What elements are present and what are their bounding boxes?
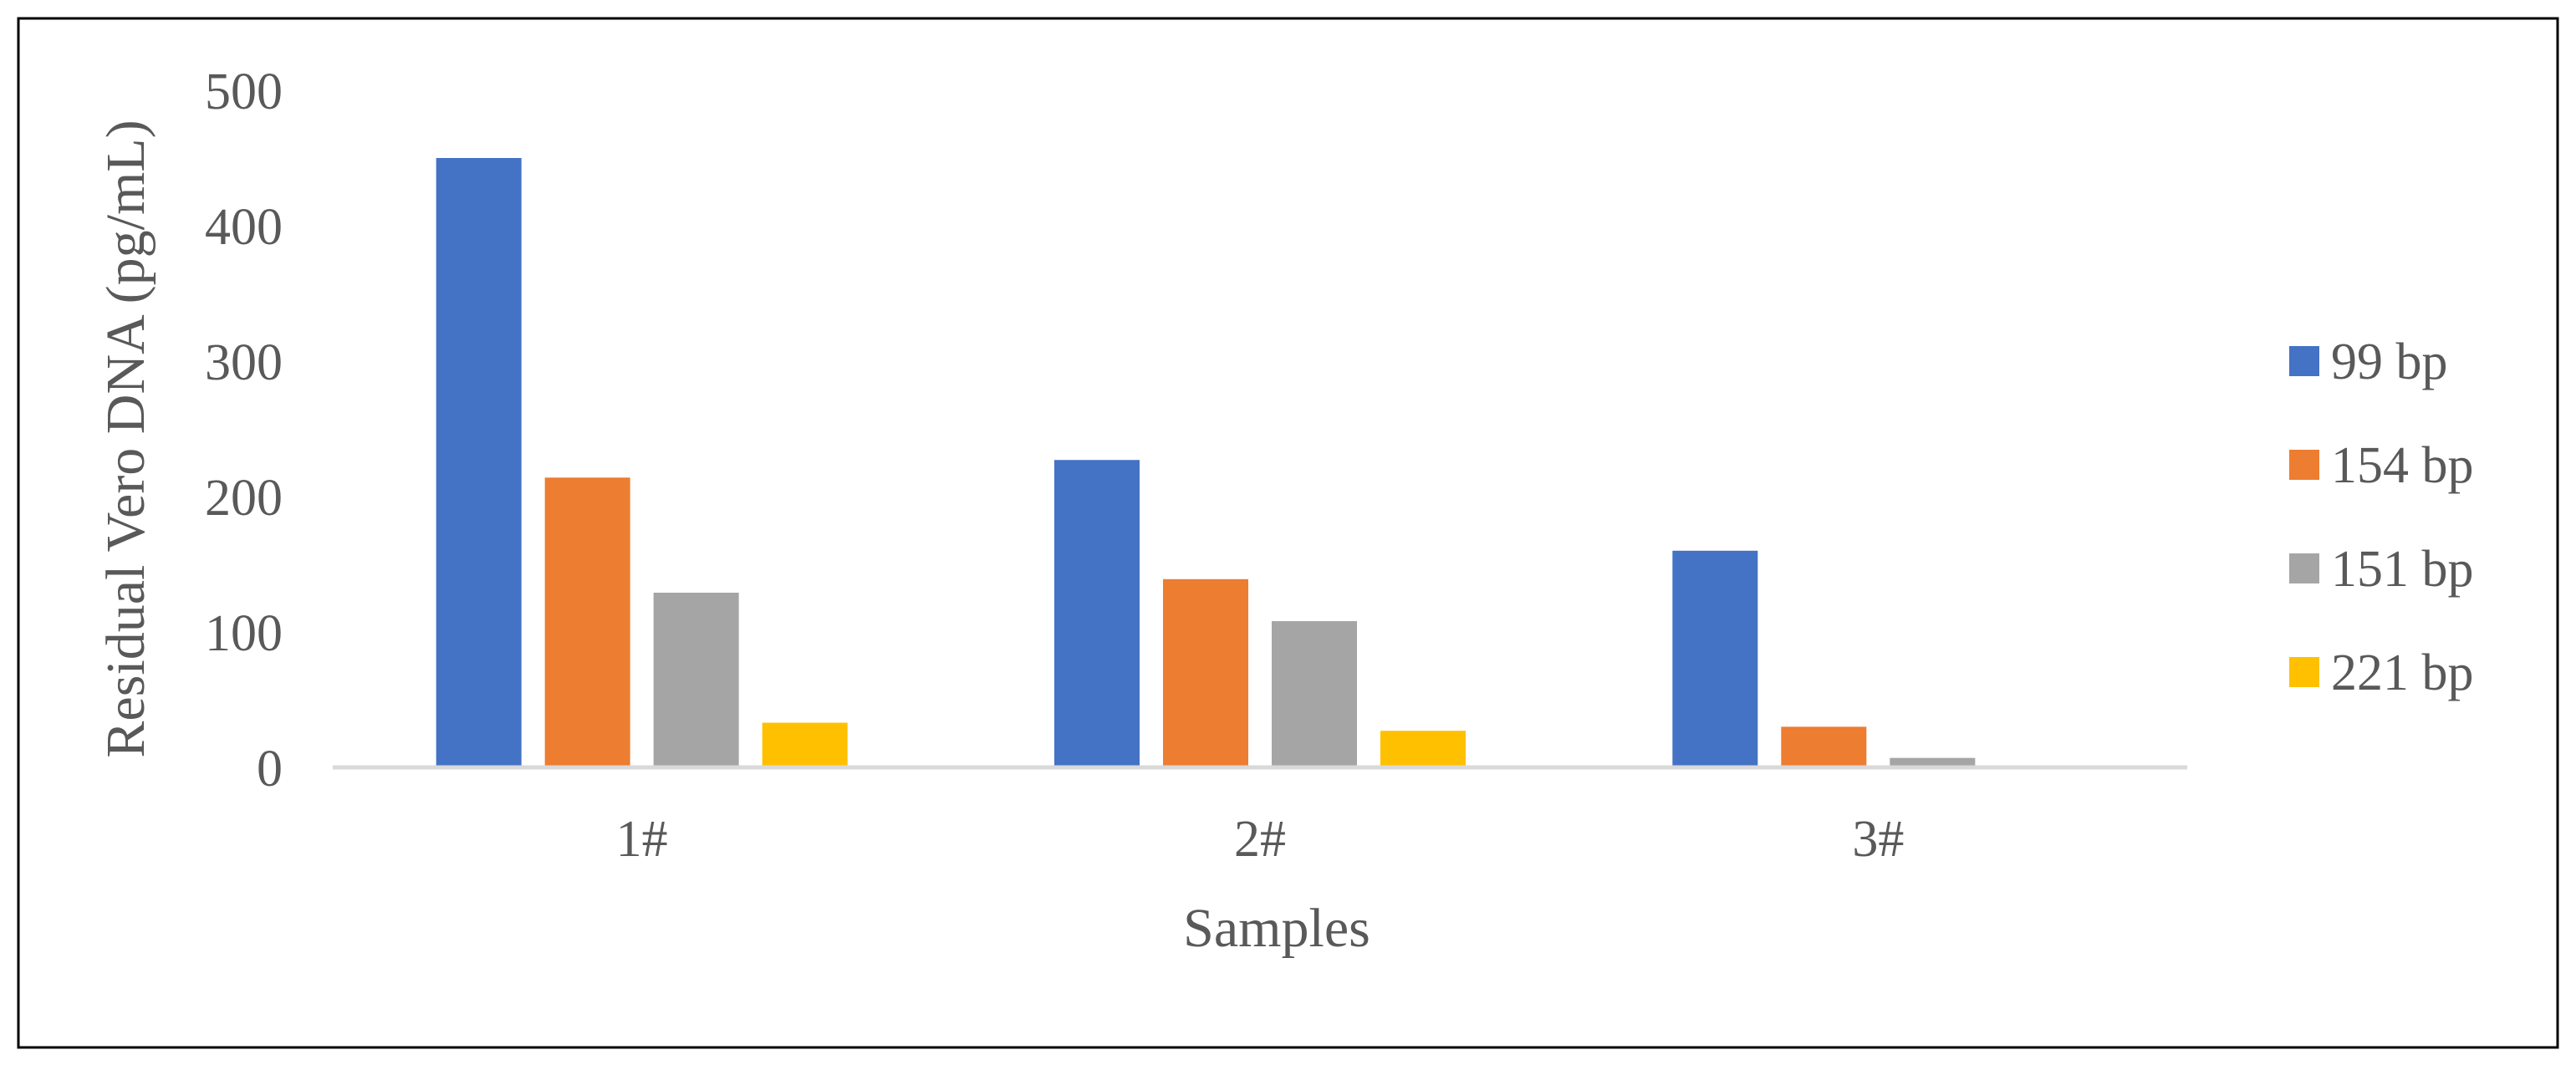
- x-axis-label: Samples: [1183, 898, 1370, 959]
- y-tick-label: 500: [205, 64, 283, 120]
- figure-border: [17, 17, 2559, 1049]
- x-tick-label: 2#: [1234, 811, 1286, 868]
- legend: 99 bp 154 bp 151 bp 221 bp: [2289, 334, 2474, 701]
- y-tick-label: 100: [205, 605, 283, 662]
- bar: [762, 722, 848, 767]
- bar: [544, 477, 630, 767]
- legend-label: 151 bp: [2331, 541, 2474, 598]
- legend-swatch: [2289, 450, 2319, 480]
- y-tick-labels: 0 100 200 300 400 500: [205, 64, 283, 797]
- legend-label: 99 bp: [2331, 334, 2448, 390]
- legend-label: 154 bp: [2331, 437, 2474, 494]
- bar: [653, 593, 739, 767]
- legend-swatch: [2289, 657, 2319, 687]
- legend-swatch: [2289, 553, 2319, 583]
- bar: [1380, 731, 1466, 767]
- y-axis-label: Residual Vero DNA (pg/mL): [95, 120, 156, 757]
- bar: [1272, 621, 1357, 767]
- legend-swatch: [2289, 346, 2319, 376]
- y-tick-label: 300: [205, 334, 283, 391]
- y-tick-label: 0: [257, 741, 283, 797]
- bar: [1890, 757, 1976, 767]
- bar: [1672, 550, 1758, 767]
- bar: [436, 158, 522, 767]
- y-tick-label: 200: [205, 470, 283, 527]
- x-tick-labels: 1# 2# 3#: [616, 811, 1905, 868]
- bar: [1054, 460, 1140, 767]
- legend-label: 221 bp: [2331, 645, 2474, 701]
- bars-group: [436, 158, 1976, 767]
- y-tick-label: 400: [205, 199, 283, 256]
- bar: [1781, 726, 1867, 767]
- x-tick-label: 3#: [1852, 811, 1904, 868]
- bar: [1163, 578, 1248, 767]
- x-tick-label: 1#: [616, 811, 668, 868]
